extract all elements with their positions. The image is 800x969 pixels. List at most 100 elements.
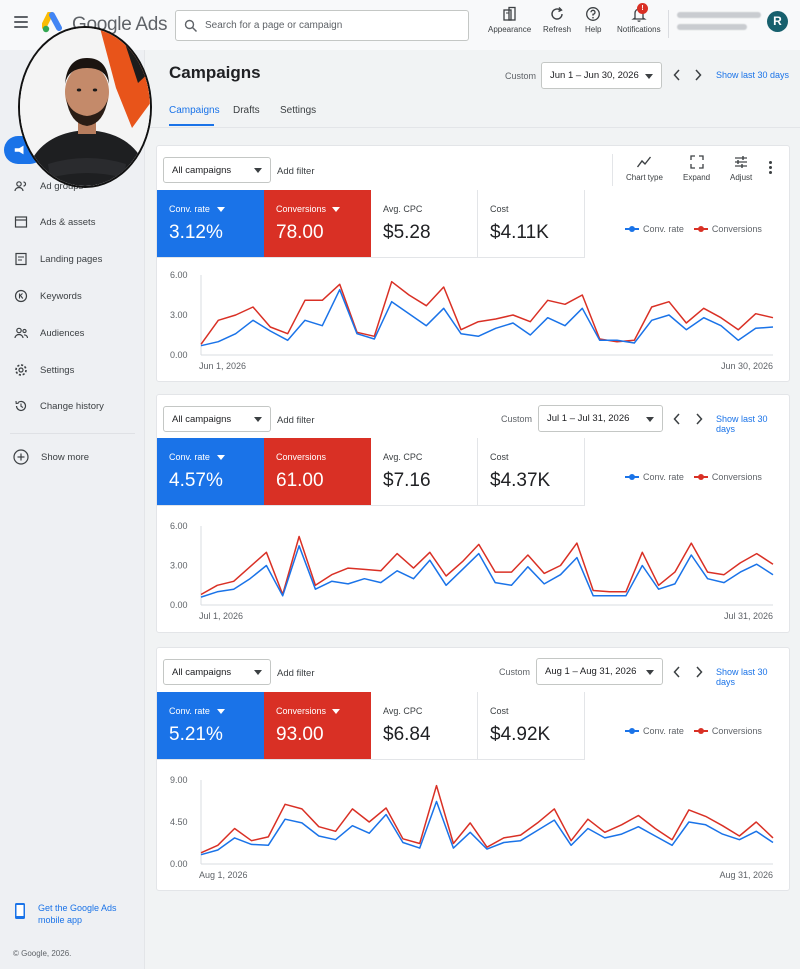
expand-icon <box>689 155 704 169</box>
campaign-select[interactable]: All campaigns <box>163 659 271 685</box>
y-tick-label: 4.50 <box>170 817 188 827</box>
sidebar-item-audiences[interactable]: Audiences <box>0 323 145 343</box>
sidebar: Ad groups Ads & assets Landing pages Key… <box>0 50 145 969</box>
sidebar-item-change-history[interactable]: Change history <box>0 396 145 416</box>
metric-conversions[interactable]: Conversions 78.00 <box>264 190 371 258</box>
notifications-button[interactable]: ! Notifications <box>617 3 661 34</box>
y-tick-label: 0.00 <box>170 350 188 360</box>
adjust-button[interactable]: Adjust <box>730 154 752 182</box>
sidebar-item-keywords[interactable]: Keywords <box>0 286 145 306</box>
add-filter-button[interactable]: Add filter <box>277 166 315 177</box>
appearance-button[interactable]: Appearance <box>488 6 531 34</box>
settings-icon <box>14 363 28 377</box>
legend-item-conversions: Conversions <box>693 224 762 234</box>
metric-label: Cost <box>490 452 509 462</box>
metric-conv-rate[interactable]: Conv. rate 3.12% <box>157 190 264 258</box>
refresh-button[interactable]: Refresh <box>543 6 571 34</box>
chart-type-icon <box>637 156 652 168</box>
chevron-right-icon[interactable] <box>693 69 703 81</box>
account-avatar[interactable]: R <box>767 11 788 32</box>
add-filter-button[interactable]: Add filter <box>277 415 315 426</box>
metric-avg-cpc[interactable]: Avg. CPC $6.84 <box>371 692 478 760</box>
chevron-right-icon[interactable] <box>694 666 704 678</box>
google-ads-logo-icon[interactable] <box>42 12 66 34</box>
metric-value: $4.37K <box>490 470 551 491</box>
expand-button[interactable]: Expand <box>683 154 710 182</box>
tab-drafts[interactable]: Drafts <box>233 105 260 116</box>
expand-label: Expand <box>683 173 711 182</box>
show-last-30-days-link[interactable]: Show last 30 days <box>716 667 768 687</box>
metric-cost[interactable]: Cost $4.92K <box>478 692 585 760</box>
metric-cost[interactable]: Cost $4.37K <box>478 438 585 506</box>
caret-down-icon <box>646 670 654 675</box>
show-last-30-days-link[interactable]: Show last 30 days <box>716 414 768 434</box>
caret-down-icon <box>217 207 225 212</box>
date-range-picker[interactable]: Jul 1 – Jul 31, 2026 <box>538 405 663 432</box>
metric-conversions[interactable]: Conversions 61.00 <box>264 438 371 506</box>
date-custom-label: Custom <box>501 414 533 424</box>
ads-assets-icon <box>14 215 28 229</box>
metric-conversions[interactable]: Conversions 93.00 <box>264 692 371 760</box>
metric-cost[interactable]: Cost $4.11K <box>478 190 585 258</box>
tab-settings[interactable]: Settings <box>280 105 317 116</box>
history-icon <box>14 399 28 413</box>
chevron-right-icon[interactable] <box>694 413 704 425</box>
metric-label: Cost <box>490 204 509 214</box>
topbar-divider <box>668 10 669 38</box>
caret-down-icon <box>254 168 262 173</box>
legend-item-conv-rate: Conv. rate <box>625 472 684 482</box>
mobile-app-link[interactable]: Get the Google Ads mobile app <box>14 902 117 926</box>
sidebar-item-landing-pages[interactable]: Landing pages <box>0 249 145 269</box>
sidebar-item-ads-assets[interactable]: Ads & assets <box>0 212 145 232</box>
chevron-left-icon[interactable] <box>672 666 682 678</box>
chart-type-button[interactable]: Chart type <box>626 154 663 182</box>
metric-avg-cpc[interactable]: Avg. CPC $7.16 <box>371 438 478 506</box>
chevron-left-icon[interactable] <box>672 413 682 425</box>
caret-down-icon <box>254 417 262 422</box>
search-input[interactable] <box>205 20 445 31</box>
menu-icon[interactable] <box>14 16 28 28</box>
sidebar-item-label: Landing pages <box>40 253 103 265</box>
metric-label: Conv. rate <box>169 452 210 462</box>
chart-legend: Conv. rate Conversions <box>625 472 772 482</box>
show-last-30-days-link[interactable]: Show last 30 days <box>716 70 790 80</box>
metric-conv-rate[interactable]: Conv. rate 4.57% <box>157 438 264 506</box>
add-filter-button[interactable]: Add filter <box>277 668 315 679</box>
more-options-icon[interactable] <box>769 161 773 175</box>
keywords-icon <box>14 289 28 303</box>
sidebar-item-ad-groups[interactable]: Ad groups <box>0 176 145 196</box>
account-info-blurred[interactable] <box>677 12 761 36</box>
sidebar-item-label: Ad groups <box>40 180 84 192</box>
sidebar-item-settings[interactable]: Settings <box>0 360 145 380</box>
metric-label: Cost <box>490 706 509 716</box>
show-more-button[interactable]: Show more <box>0 447 145 467</box>
metric-value: 78.00 <box>276 222 324 243</box>
x-tick-label: Aug 1, 2026 <box>199 870 248 880</box>
appearance-icon <box>502 6 516 21</box>
campaign-select[interactable]: All campaigns <box>163 157 271 183</box>
ad-groups-icon <box>14 179 28 193</box>
legend-swatch <box>625 474 639 480</box>
legend-item-conv-rate: Conv. rate <box>625 224 684 234</box>
campaign-select-value: All campaigns <box>172 413 232 425</box>
toolbar-divider <box>612 154 613 186</box>
date-range-picker[interactable]: Jun 1 – Jun 30, 2026 <box>541 62 662 89</box>
metric-label: Conv. rate <box>169 706 210 716</box>
search-box[interactable] <box>175 10 469 41</box>
date-range-picker[interactable]: Aug 1 – Aug 31, 2026 <box>536 658 663 685</box>
help-button[interactable]: Help <box>585 6 601 34</box>
metric-conv-rate[interactable]: Conv. rate 5.21% <box>157 692 264 760</box>
x-tick-label: Jun 30, 2026 <box>721 361 773 371</box>
series-line-conversions <box>200 535 774 596</box>
x-tick-label: Jul 31, 2026 <box>724 611 773 621</box>
series-line-conv-rate <box>200 545 774 598</box>
metric-avg-cpc[interactable]: Avg. CPC $5.28 <box>371 190 478 258</box>
notification-badge: ! <box>637 3 648 14</box>
refresh-label: Refresh <box>543 25 572 34</box>
chevron-left-icon[interactable] <box>672 69 682 81</box>
x-tick-label: Aug 31, 2026 <box>719 870 773 880</box>
top-bar: Google Ads Appearance Refresh Help ! Not… <box>0 0 800 50</box>
performance-card: All campaigns Add filter Custom Aug 1 – … <box>156 647 790 891</box>
campaign-select[interactable]: All campaigns <box>163 406 271 432</box>
tab-campaigns[interactable]: Campaigns <box>169 105 220 116</box>
